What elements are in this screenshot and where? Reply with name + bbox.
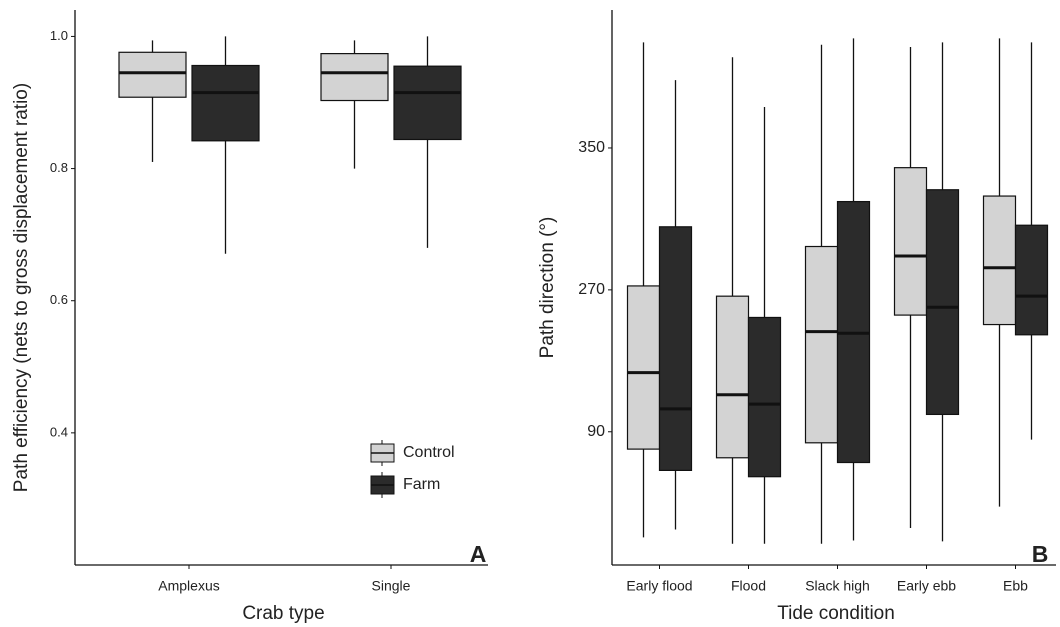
x-tick-label: Early flood — [626, 578, 692, 594]
y-tick-label: 0.6 — [50, 292, 68, 307]
y-tick-label: 0.4 — [50, 424, 68, 439]
box — [626, 285, 661, 450]
x-axis-title: Tide condition — [777, 603, 895, 624]
box — [747, 316, 782, 478]
x-tick-label: Flood — [731, 578, 766, 594]
box — [1014, 224, 1049, 336]
legend-label: Control — [403, 444, 455, 461]
box — [191, 64, 260, 142]
box — [982, 195, 1017, 326]
box — [804, 245, 839, 444]
x-tick-label: Slack high — [805, 578, 870, 594]
panel-label: B — [1032, 541, 1049, 567]
y-tick-label: 350 — [578, 139, 605, 156]
x-tick-label: Early ebb — [897, 578, 956, 594]
x-tick-label: Single — [372, 578, 411, 594]
y-axis-title: Path direction (°) — [537, 217, 558, 359]
box — [893, 167, 928, 316]
legend-label: Farm — [403, 476, 440, 493]
box — [320, 53, 389, 102]
box — [715, 295, 750, 459]
y-tick-label: 270 — [578, 281, 605, 298]
box — [925, 189, 960, 416]
panel-label: A — [470, 541, 487, 567]
x-axis-title: Crab type — [242, 603, 324, 624]
x-tick-label: Amplexus — [158, 578, 219, 594]
box — [393, 65, 462, 141]
box — [118, 51, 187, 98]
y-axis-title: Path efficiency (nets to gross displacem… — [11, 83, 32, 492]
y-tick-label: 90 — [587, 423, 605, 440]
y-tick-label: 1.0 — [50, 28, 68, 43]
x-tick-label: Ebb — [1003, 578, 1028, 594]
box — [658, 226, 693, 471]
y-tick-label: 0.8 — [50, 160, 68, 175]
